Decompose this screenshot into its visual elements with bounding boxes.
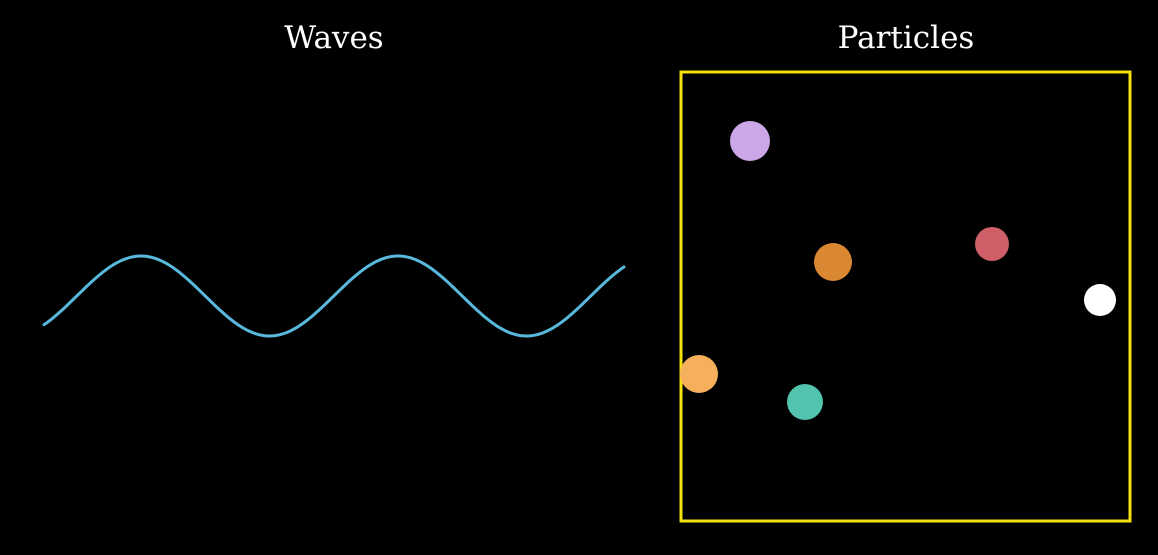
particles-title: Particles: [837, 20, 975, 56]
particle-group: [680, 121, 1116, 420]
particle-red: [975, 227, 1009, 261]
particle-white: [1084, 284, 1116, 316]
particle-light-orange: [680, 355, 718, 393]
particle-teal: [787, 384, 823, 420]
sine-wave: [42, 254, 626, 338]
particle-dark-orange: [814, 243, 852, 281]
waves-title: Waves: [284, 20, 384, 56]
particle-box: [679, 70, 1132, 523]
particle-lavender: [730, 121, 770, 161]
